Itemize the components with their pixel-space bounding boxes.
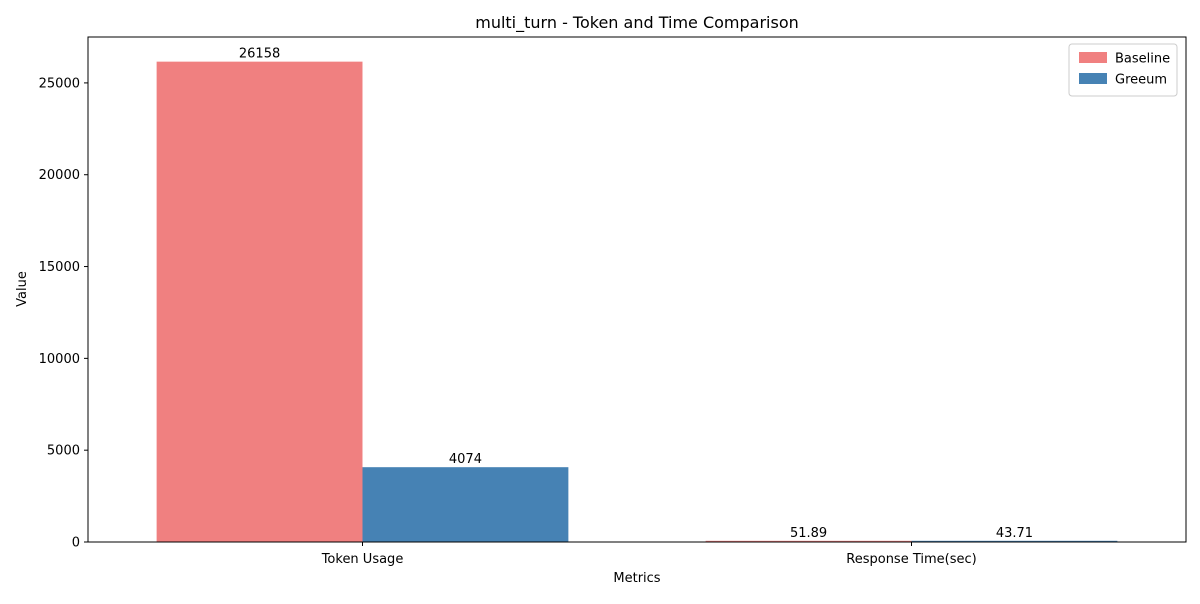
bars-layer	[156, 61, 1118, 542]
y-tick-label: 25000	[39, 76, 80, 91]
legend-swatch-baseline	[1079, 52, 1107, 63]
plot-frame	[87, 36, 1187, 543]
x-tick-label-response-time-sec: Response Time(sec)	[846, 552, 976, 567]
y-tick-label: 15000	[39, 260, 80, 275]
legend-label-greeum: Greeum	[1115, 73, 1167, 88]
y-tick-label: 0	[72, 536, 80, 551]
legend: Baseline Greeum	[1068, 43, 1178, 97]
y-tick-label: 5000	[47, 444, 80, 459]
axes-layer: Token Usage Response Time(sec) 0 5000 10000 1…	[39, 36, 1187, 567]
data-label-baseline-response-time-sec: 51.89	[790, 526, 827, 541]
bar-greeum-response-time-sec	[911, 540, 1118, 542]
y-axis-label: Value	[15, 271, 30, 307]
data-label-greeum-token-usage: 4074	[449, 452, 482, 467]
bar-baseline-response-time-sec	[705, 540, 912, 542]
y-tick-label: 20000	[39, 168, 80, 183]
y-tick-label: 10000	[39, 352, 80, 367]
data-label-baseline-token-usage: 26158	[239, 47, 280, 62]
data-label-greeum-response-time-sec: 43.71	[996, 526, 1033, 541]
x-axis-label: Metrics	[613, 571, 660, 586]
bar-greeum-token-usage	[362, 467, 569, 542]
chart-title: multi_turn - Token and Time Comparison	[475, 13, 799, 33]
bar-baseline-token-usage	[156, 61, 363, 542]
legend-label-baseline: Baseline	[1115, 52, 1170, 67]
data-labels-layer: 26158 4074 51.89 43.71	[239, 47, 1033, 541]
legend-swatch-greeum	[1079, 73, 1107, 84]
x-tick-label-token-usage: Token Usage	[321, 552, 404, 567]
